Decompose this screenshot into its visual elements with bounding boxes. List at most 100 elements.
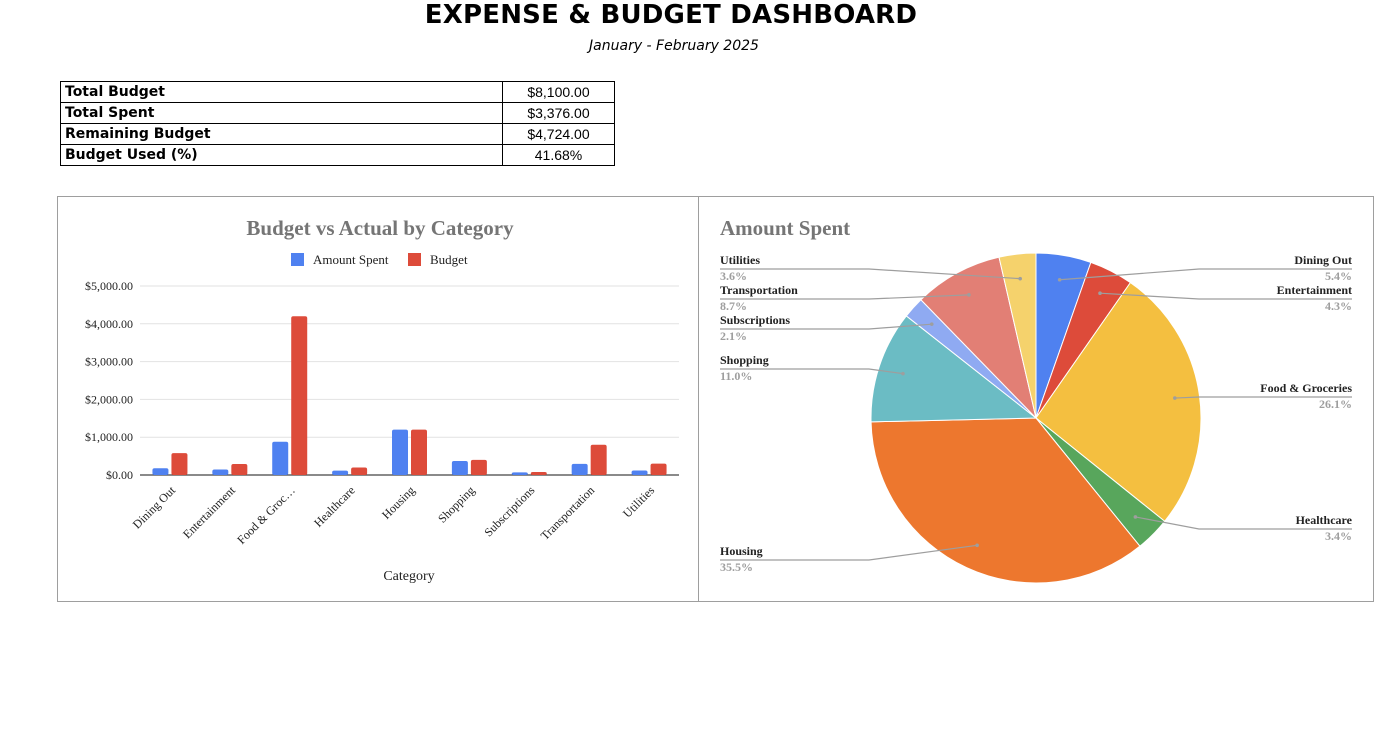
bar-chart-panel: Budget vs Actual by Category Amount Spen… xyxy=(57,196,699,602)
pie-leader-dot xyxy=(1057,277,1062,282)
bar-budget-entertainment[interactable] xyxy=(231,464,248,475)
bar-amount-spent-healthcare[interactable] xyxy=(332,470,349,475)
bar-budget-subscriptions[interactable] xyxy=(530,471,547,475)
bar-budget-dining-out[interactable] xyxy=(171,453,188,475)
y-tick-label: $4,000.00 xyxy=(85,317,133,331)
bar-amount-spent-housing[interactable] xyxy=(392,429,408,475)
pie-label-utilities: Utilities xyxy=(720,253,760,267)
bar-chart: Budget vs Actual by Category Amount Spen… xyxy=(85,216,679,584)
pie-label-healthcare: Healthcare xyxy=(1296,513,1353,527)
x-tick-label: Housing xyxy=(379,483,418,522)
pie-labels: Dining Out 5.4%Entertainment 4.3% Food & Gr… xyxy=(720,253,1353,574)
pie-leader-dot xyxy=(1018,276,1022,281)
bar-y-ticks: $0.00 $1,000.00 $2,000.00 $3,000.00 $4,000.0… xyxy=(85,279,133,482)
summary-row-remaining-budget: Remaining Budget $4,724.00 xyxy=(60,123,615,145)
y-tick-label: $0.00 xyxy=(106,468,133,482)
pie-leader-line xyxy=(1059,268,1352,281)
pie-label-food-groceries: Food & Groceries xyxy=(1260,381,1352,395)
x-tick-label: Utilities xyxy=(620,483,657,520)
summary-label: Budget Used (%) xyxy=(60,144,503,166)
summary-value: $3,376.00 xyxy=(502,102,615,124)
pie-label-entertainment: Entertainment xyxy=(1277,283,1352,297)
pie-leader-dot xyxy=(1133,515,1138,519)
page-subtitle: January - February 2025 xyxy=(589,38,759,54)
pie-leader-dot xyxy=(975,543,979,548)
pie-label-housing: Housing xyxy=(720,544,763,558)
bar-marks xyxy=(152,316,667,475)
summary-value: $4,724.00 xyxy=(502,123,615,145)
bar-budget-utilities[interactable] xyxy=(650,463,667,475)
pie-slices xyxy=(870,252,1202,584)
pie-percent-healthcare: 3.4% xyxy=(1325,529,1352,543)
pie-leader-dot xyxy=(929,322,934,326)
pie-leader-line xyxy=(720,268,1021,280)
pie-chart-title: Amount Spent xyxy=(720,216,850,240)
pie-percent-subscriptions: 2.1% xyxy=(720,329,747,343)
bar-budget-transportation[interactable] xyxy=(590,444,607,475)
x-tick-label: Healthcare xyxy=(311,483,358,530)
pie-label-shopping: Shopping xyxy=(720,353,769,367)
pie-leader-line xyxy=(1174,396,1352,399)
legend-label-budget[interactable]: Budget xyxy=(430,252,468,267)
summary-table: Total Budget $8,100.00 Total Spent $3,37… xyxy=(60,81,615,166)
pie-slice-transportation[interactable] xyxy=(920,256,1037,420)
bar-chart-title: Budget vs Actual by Category xyxy=(246,216,514,240)
pie-leader-line xyxy=(1099,292,1352,300)
pie-slice-utilities[interactable] xyxy=(998,252,1037,419)
pie-slice-shopping[interactable] xyxy=(870,315,1038,423)
pie-slice-housing[interactable] xyxy=(870,417,1141,584)
y-tick-label: $1,000.00 xyxy=(85,430,133,444)
page-title: EXPENSE & BUDGET DASHBOARD xyxy=(424,0,918,30)
summary-label: Total Spent xyxy=(60,102,503,124)
summary-value: 41.68% xyxy=(502,144,615,166)
pie-leader-dot xyxy=(901,371,905,376)
pie-leader-dot xyxy=(967,293,971,297)
pie-label-dining-out: Dining Out xyxy=(1294,253,1352,267)
pie-leader-dot xyxy=(1173,396,1177,400)
y-tick-label: $2,000.00 xyxy=(85,392,133,406)
pie-percent-entertainment: 4.3% xyxy=(1325,299,1352,313)
pie-leader-line xyxy=(720,323,932,330)
pie-leader-line xyxy=(720,294,969,300)
x-tick-label: Subscriptions xyxy=(481,483,537,539)
bar-budget-housing[interactable] xyxy=(411,429,427,475)
bar-amount-spent-utilities[interactable] xyxy=(631,470,648,475)
pie-leader-line xyxy=(720,544,978,561)
bar-amount-spent-shopping[interactable] xyxy=(451,461,468,475)
pie-leader-line xyxy=(1135,516,1352,530)
pie-percent-shopping: 11.0% xyxy=(720,369,752,383)
pie-slice-food-groceries[interactable] xyxy=(1035,281,1202,522)
pie-chart-panel: Amount Spent Dining Out 5.4% Entertainment… xyxy=(698,196,1374,602)
pie-percent-housing: 35.5% xyxy=(720,560,753,574)
pie-percent-utilities: 3.6% xyxy=(720,269,747,283)
pie-percent-food-groceries: 26.1% xyxy=(1319,397,1352,411)
pie-percent-transportation: 8.7% xyxy=(720,299,747,313)
pie-label-transportation: Transportation xyxy=(720,283,798,297)
x-tick-label: Food & Groc… xyxy=(234,483,298,547)
x-tick-label: Shopping xyxy=(435,483,477,525)
summary-row-total-budget: Total Budget $8,100.00 xyxy=(60,81,615,103)
summary-row-budget-used: Budget Used (%) 41.68% xyxy=(60,144,615,166)
bar-amount-spent-entertainment[interactable] xyxy=(212,469,229,475)
summary-row-total-spent: Total Spent $3,376.00 xyxy=(60,102,615,124)
legend-swatch-amount-spent xyxy=(291,253,304,266)
pie-percent-dining-out: 5.4% xyxy=(1325,269,1352,283)
bar-budget-healthcare[interactable] xyxy=(351,467,368,475)
bar-amount-spent-food-groc[interactable] xyxy=(272,441,289,475)
bar-amount-spent-transportation[interactable] xyxy=(571,463,588,475)
summary-label: Remaining Budget xyxy=(60,123,503,145)
x-tick-label: Transportation xyxy=(538,483,598,543)
bar-budget-shopping[interactable] xyxy=(470,459,487,475)
bar-budget-food-groc[interactable] xyxy=(291,316,308,475)
bar-grid xyxy=(140,285,679,476)
x-tick-label: Dining Out xyxy=(130,483,179,532)
bar-amount-spent-subscriptions[interactable] xyxy=(511,472,528,475)
y-tick-label: $5,000.00 xyxy=(85,279,133,293)
legend-label-amount-spent[interactable]: Amount Spent xyxy=(313,252,389,267)
summary-value: $8,100.00 xyxy=(502,81,615,103)
pie-label-subscriptions: Subscriptions xyxy=(720,313,790,327)
bar-amount-spent-dining-out[interactable] xyxy=(152,468,169,475)
summary-label: Total Budget xyxy=(60,81,503,103)
pie-chart: Amount Spent Dining Out 5.4%Entertainment… xyxy=(720,216,1353,584)
